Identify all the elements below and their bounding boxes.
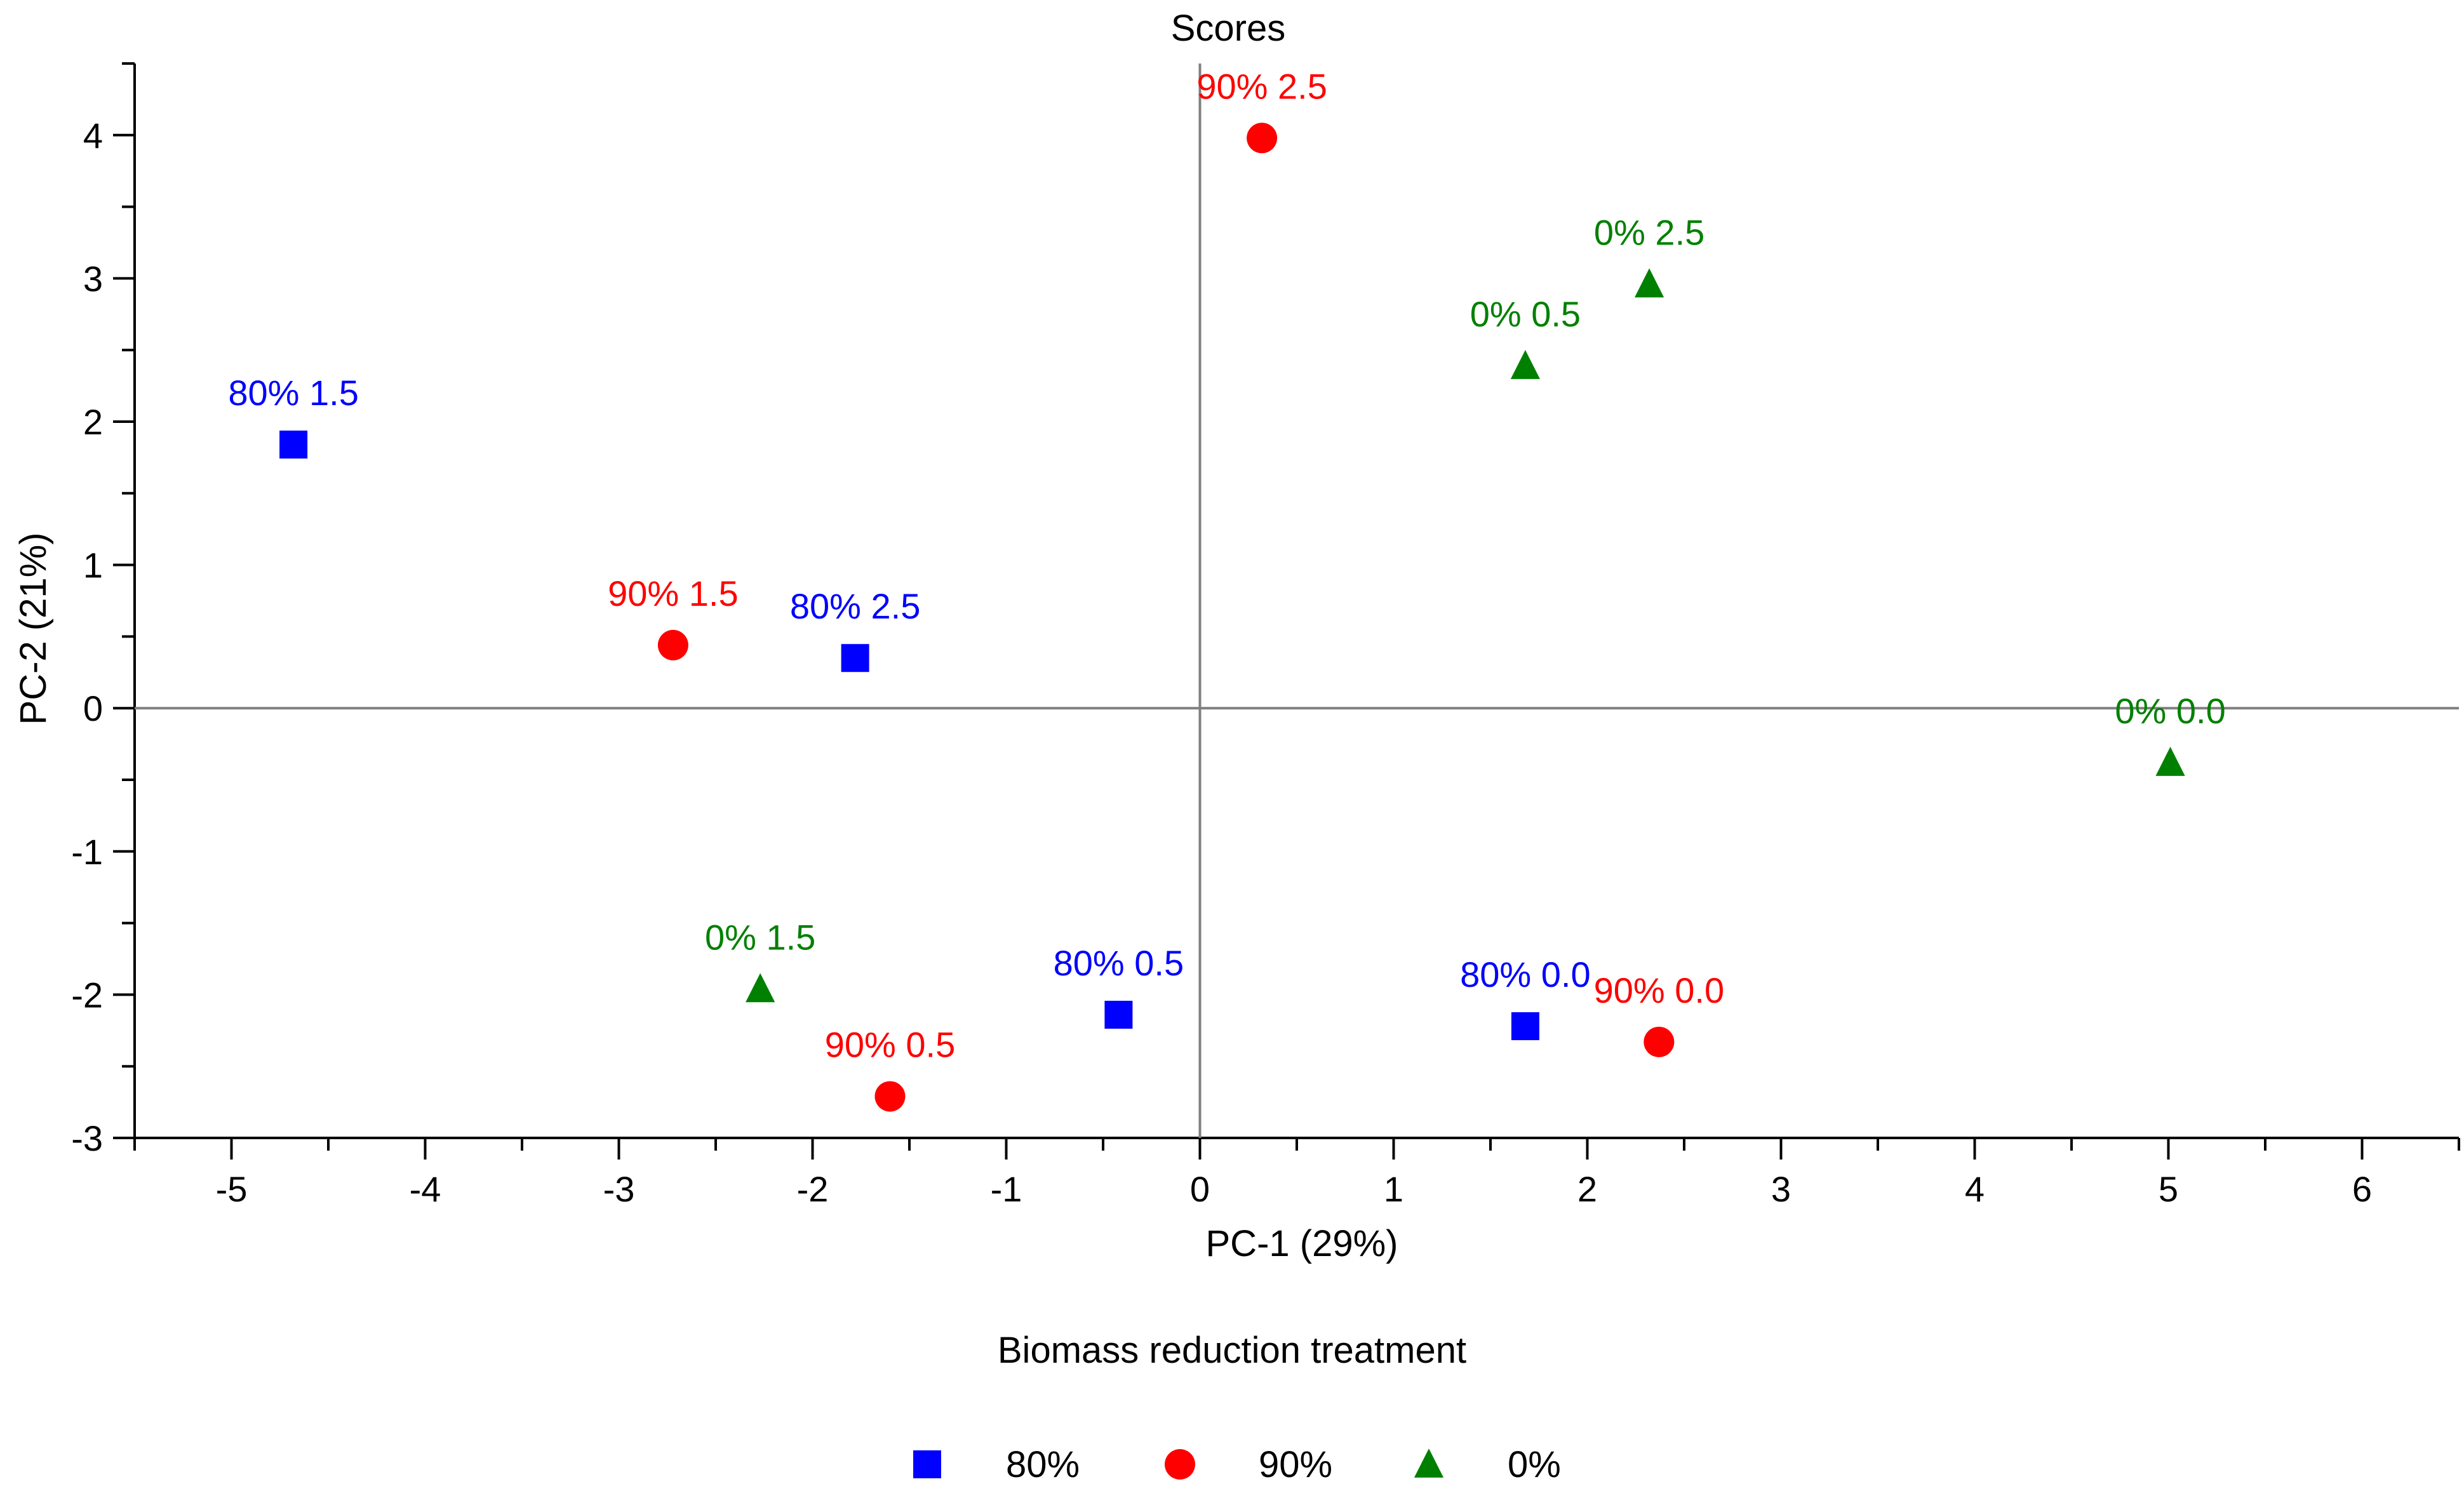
point-label: 80% 0.5 — [1054, 943, 1184, 983]
data-point-square — [1511, 1012, 1539, 1041]
data-point-triangle — [746, 973, 775, 1003]
point-label: 90% 1.5 — [608, 573, 739, 613]
x-tick-label: -3 — [603, 1169, 635, 1209]
data-point-circle — [874, 1081, 906, 1112]
legend-marker-triangle — [1414, 1448, 1444, 1478]
point-label: 0% 0.5 — [1470, 294, 1581, 334]
data-point-circle — [1644, 1026, 1675, 1057]
point-label: 90% 0.0 — [1594, 970, 1725, 1010]
y-tick-label: 2 — [83, 402, 103, 442]
x-tick-label: 5 — [2159, 1169, 2178, 1209]
data-point-square — [279, 431, 308, 459]
y-tick-label: -1 — [71, 832, 103, 872]
x-tick-label: -1 — [991, 1169, 1022, 1209]
data-point-square — [841, 644, 869, 672]
point-label: 0% 1.5 — [705, 917, 815, 957]
legend-label: 0% — [1508, 1444, 1561, 1485]
y-tick-label: -3 — [71, 1118, 103, 1158]
y-tick-label: 0 — [83, 688, 103, 728]
point-label: 80% 1.5 — [228, 373, 359, 413]
point-label: 90% 2.5 — [1196, 66, 1327, 106]
data-point-circle — [1247, 123, 1278, 154]
x-tick-label: 4 — [1965, 1169, 1985, 1209]
data-point-square — [1104, 1000, 1133, 1029]
data-point-triangle — [1635, 268, 1664, 298]
point-label: 0% 2.5 — [1594, 212, 1704, 252]
plot-area: -5 -4 -3 -2 -1 0 1 2 3 4 5 6 -3 -2 -1 0 1 2 3 4 80% 1.5 80% 2… — [71, 62, 2460, 1209]
legend-label: 80% — [1006, 1444, 1080, 1485]
data-point-triangle — [2155, 747, 2185, 776]
y-tick-label: 4 — [83, 116, 103, 156]
data-point-triangle — [1510, 350, 1540, 379]
legend: 80% 90% 0% — [913, 1444, 1561, 1485]
x-tick-label: 0 — [1190, 1169, 1210, 1209]
data-point-circle — [657, 629, 688, 660]
x-axis-label: PC-1 (29%) — [1206, 1223, 1398, 1264]
legend-label: 90% — [1259, 1444, 1332, 1485]
y-tick-label: 3 — [83, 258, 103, 298]
x-tick-label: 6 — [2352, 1169, 2372, 1209]
y-tick-label: 1 — [83, 545, 103, 585]
x-tick-label: -4 — [410, 1169, 441, 1209]
point-label: 80% 0.0 — [1460, 954, 1591, 994]
x-tick-label: 1 — [1384, 1169, 1403, 1209]
legend-marker-circle — [1165, 1449, 1195, 1480]
point-label: 0% 0.0 — [2115, 691, 2225, 731]
point-label: 80% 2.5 — [790, 586, 921, 626]
x-tick-label: 3 — [1771, 1169, 1791, 1209]
y-tick-label: -2 — [71, 975, 103, 1015]
y-axis-label: PC-2 (21%) — [13, 533, 54, 725]
x-tick-label: -2 — [797, 1169, 829, 1209]
x-tick-label: 2 — [1577, 1169, 1597, 1209]
x-tick-label: -5 — [216, 1169, 248, 1209]
point-label: 90% 0.5 — [825, 1025, 956, 1065]
legend-marker-square — [913, 1450, 941, 1478]
chart-title: Scores — [1171, 8, 1286, 49]
legend-title: Biomass reduction treatment — [998, 1330, 1466, 1371]
